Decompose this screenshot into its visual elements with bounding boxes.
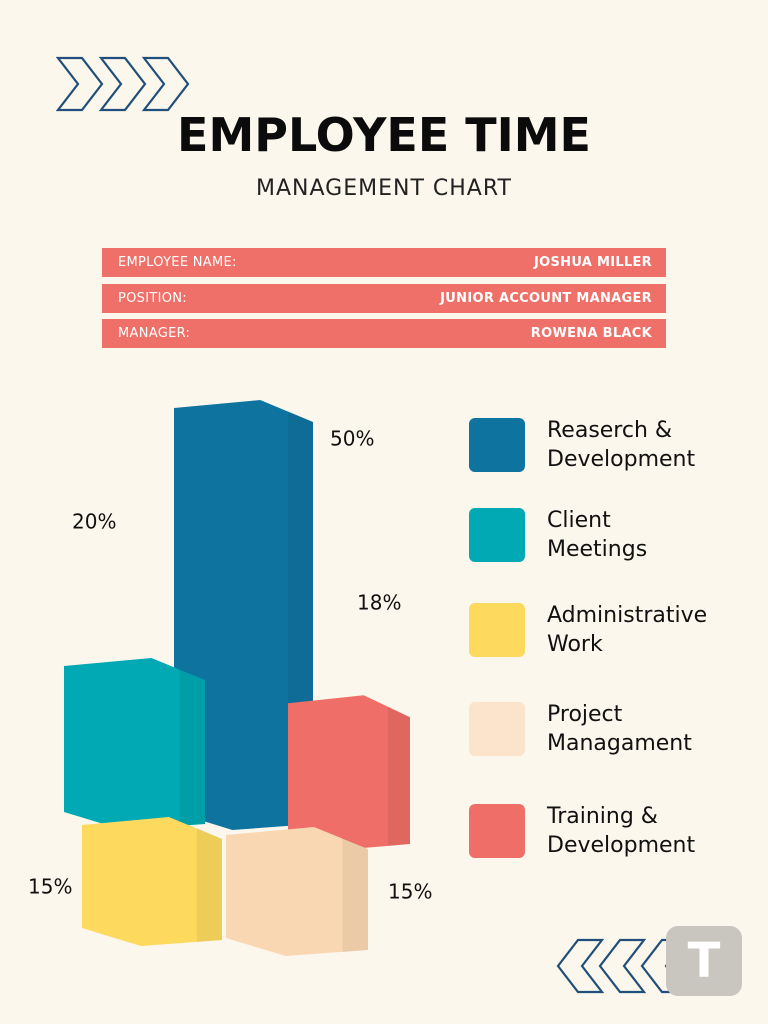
logo	[666, 926, 742, 996]
bar-client-meetings-shade	[179, 668, 205, 826]
info-value: JOSHUA MILLER	[533, 255, 652, 270]
legend-swatch	[469, 804, 525, 858]
data-label: 18%	[357, 591, 401, 615]
legend-label: Training & Development	[547, 804, 696, 858]
legend-item-training: Training & Development	[469, 802, 747, 860]
chevron-right-icon	[56, 56, 190, 112]
legend-swatch	[469, 418, 525, 472]
data-label: 15%	[388, 880, 432, 904]
legend-label: Client Meetings	[547, 508, 648, 562]
legend-swatch	[469, 702, 525, 756]
info-bar-manager: MANAGER: ROWENA BLACK	[102, 319, 666, 348]
legend-item-administrative: Administrative Work	[469, 601, 747, 659]
legend-item-research: Reaserch & Development	[469, 416, 747, 474]
legend-label: Administrative Work	[547, 603, 708, 657]
bar-client-meetings	[64, 658, 205, 830]
bar-administrative	[82, 817, 222, 946]
legend-swatch	[469, 508, 525, 562]
legend-item-project: Project Managament	[469, 700, 747, 758]
legend-item-client-meetings: Client Meetings	[469, 506, 747, 564]
info-bar-position: POSITION: JUNIOR ACCOUNT MANAGER	[102, 284, 666, 313]
bar-project	[226, 827, 368, 956]
page-title: EMPLOYEE TIME	[177, 108, 591, 162]
legend-swatch	[469, 603, 525, 657]
info-value: ROWENA BLACK	[530, 326, 652, 341]
page-subtitle: MANAGEMENT CHART	[256, 176, 512, 201]
bar-project-shade	[342, 837, 368, 952]
data-label: 20%	[72, 510, 116, 534]
info-bar-employee: EMPLOYEE NAME: JOSHUA MILLER	[102, 248, 666, 277]
bar-administrative-shade	[196, 827, 222, 942]
data-label: 50%	[330, 427, 374, 451]
info-value: JUNIOR ACCOUNT MANAGER	[440, 291, 652, 306]
logo-letter: T	[687, 933, 721, 989]
info-label: POSITION:	[118, 291, 187, 306]
info-label: MANAGER:	[118, 326, 191, 341]
legend-label: Reaserch & Development	[547, 418, 696, 472]
bar-training-shade	[388, 706, 410, 846]
legend-label: Project Managament	[547, 702, 692, 756]
bar-chart: 50% 20% 15% 15% 18%	[28, 400, 432, 956]
bar-training	[288, 695, 410, 850]
info-label: EMPLOYEE NAME:	[118, 255, 237, 270]
data-label: 15%	[28, 875, 72, 899]
bar-research	[174, 400, 313, 830]
